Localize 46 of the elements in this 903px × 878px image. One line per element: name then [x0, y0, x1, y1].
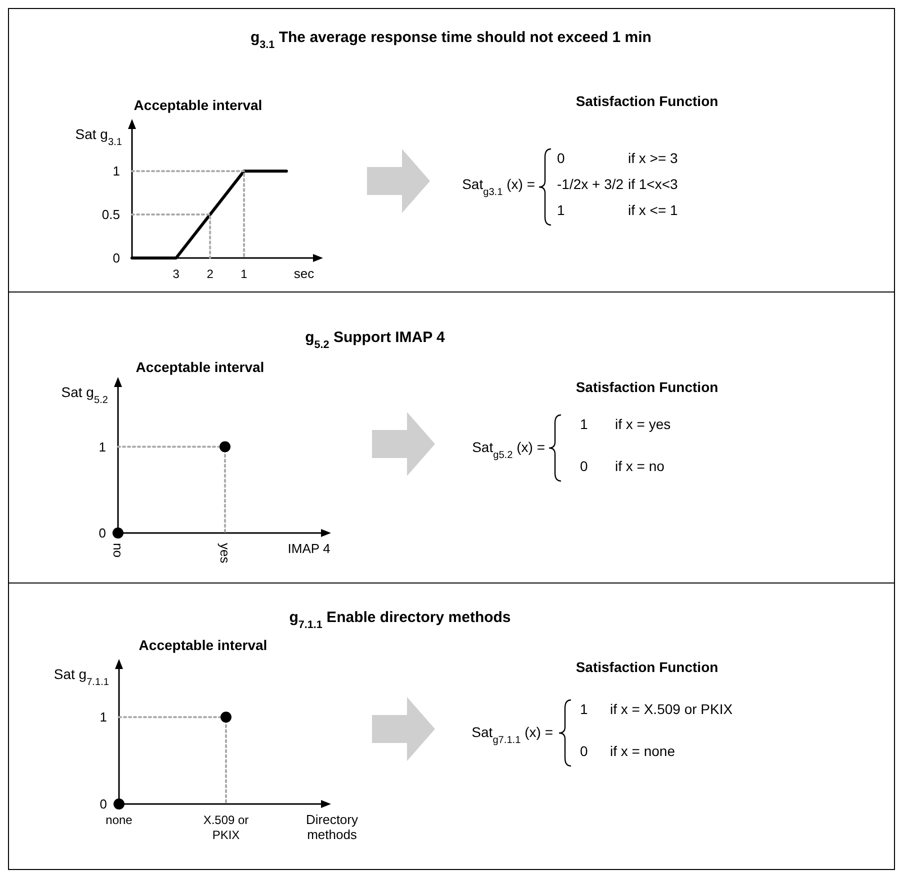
text: 1 [580, 701, 588, 717]
text: if x = X.509 or PKIX [610, 701, 734, 717]
x-tick-label: yes [217, 543, 232, 564]
text: 1 [580, 416, 588, 432]
text: 0 [580, 743, 588, 759]
x-axis-title: sec [294, 266, 315, 281]
text: g$_{7.1.1}$ Enable directory methods [289, 609, 511, 631]
chart-subtitle: Acceptable interval [134, 97, 262, 113]
x-axis-title: IMAP 4 [288, 541, 330, 556]
y-axis-title: Sat g$_{3.1}$ [75, 126, 122, 148]
text: 0 [580, 458, 588, 474]
text: 1 [557, 202, 565, 218]
y-tick-label: 1 [98, 439, 106, 454]
text: g$_{3.1}$ The average response time should not exceed 1 min [250, 29, 652, 51]
chart-subtitle: Acceptable interval [136, 359, 264, 375]
text: Sat$_{g7.1.1}$ (x) = [472, 724, 553, 746]
text: g$_{5.2}$ Support IMAP 4 [305, 329, 446, 351]
text: Satisfaction Function [576, 659, 718, 675]
text: 0 [557, 150, 565, 166]
chart-subtitle: Acceptable interval [138, 637, 268, 653]
x-tick-label: no [110, 543, 126, 558]
x-tick-label: X.509 or PKIX [203, 813, 249, 842]
x-tick-label: none [106, 813, 133, 827]
x-tick-label: 1 [240, 267, 248, 281]
text: if x = yes [615, 416, 671, 432]
text: -1/2x + 3/2 [557, 176, 624, 192]
text: if x = none [610, 743, 676, 759]
y-tick-label: 1 [112, 164, 120, 179]
x-tick-label: 2 [206, 267, 214, 281]
text: Sat$_{g3.1}$ (x) = [462, 176, 535, 198]
y-tick-label: 0 [100, 796, 107, 812]
text: Sat$_{g5.2}$ (x) = [472, 439, 545, 460]
x-axis-title: Directory methods [306, 812, 358, 842]
text: if 1<x<3 [628, 176, 678, 192]
y-tick-label: 1 [100, 710, 107, 725]
text: if x <= 1 [628, 202, 678, 218]
y-tick-label: 0.5 [102, 207, 120, 222]
text: if x >= 3 [628, 150, 678, 166]
y-tick-label: 0 [112, 250, 120, 266]
y-axis-title: Sat g$_{7.1.1}$ [54, 666, 110, 688]
y-axis-title: Sat g$_{5.2}$ [61, 384, 108, 406]
text: Satisfaction Function [576, 379, 718, 395]
x-tick-label: 3 [172, 267, 180, 281]
text: Satisfaction Function [576, 93, 718, 109]
y-tick-label: 0 [98, 526, 106, 541]
text: if x = no [615, 458, 665, 474]
